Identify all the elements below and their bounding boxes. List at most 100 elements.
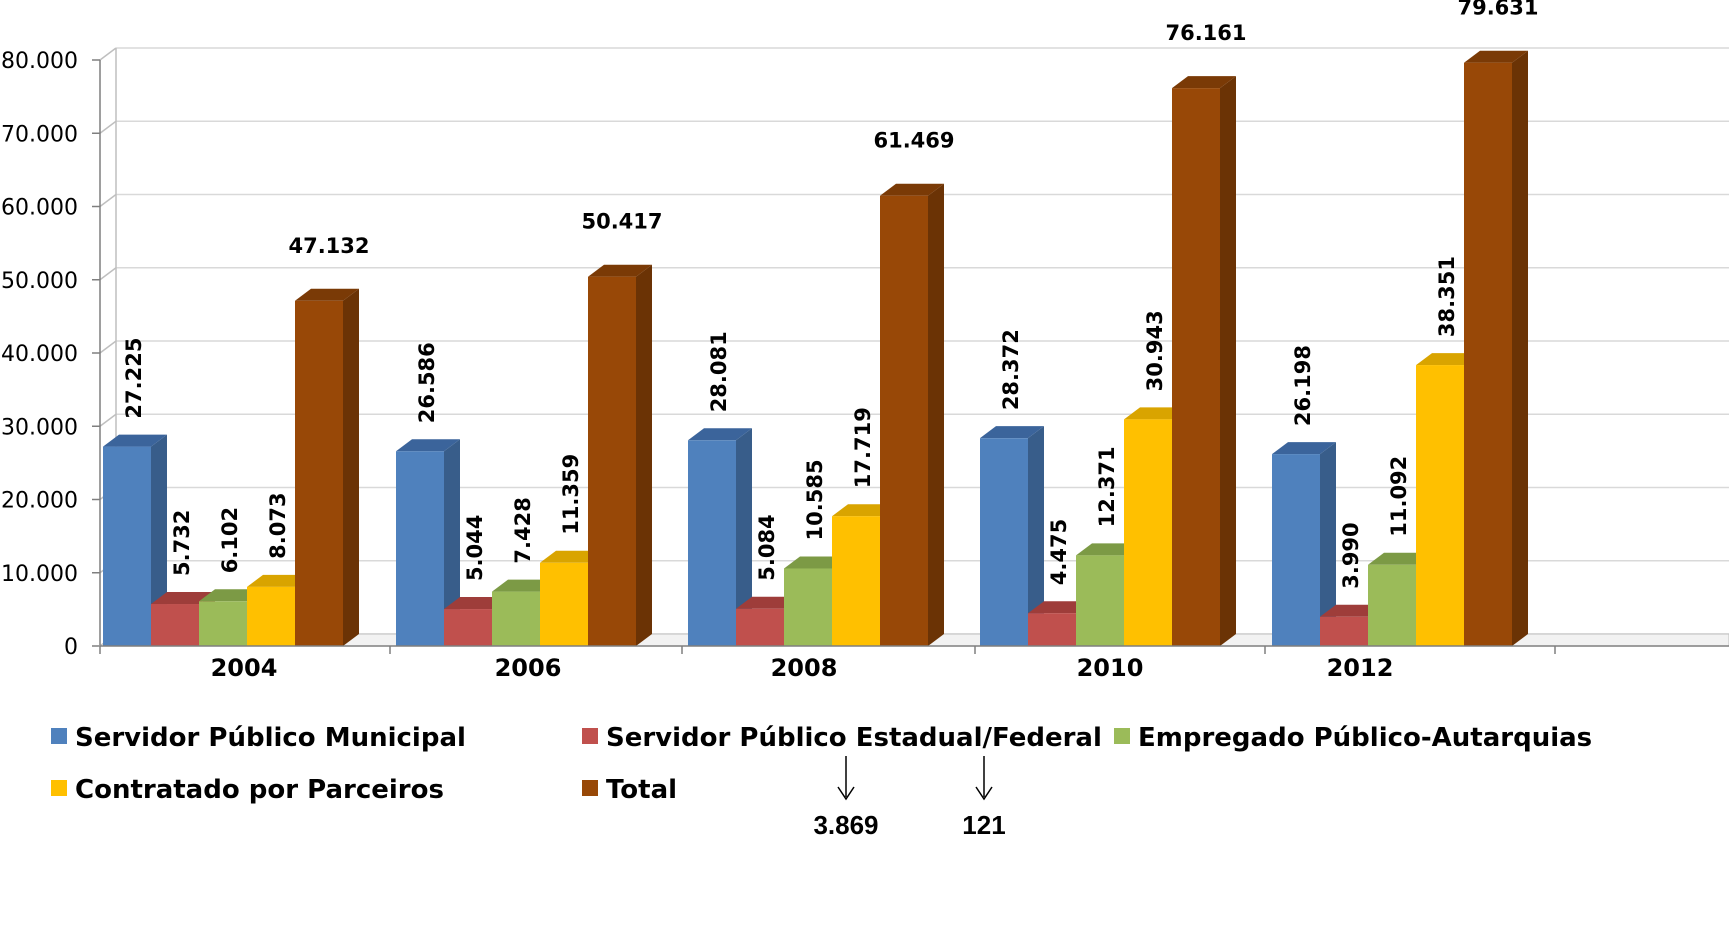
bar-side	[736, 428, 752, 646]
data-label: 5.732	[170, 510, 194, 576]
data-label: 11.359	[559, 454, 583, 535]
data-label: 26.586	[415, 342, 439, 423]
y-tick-label: 0	[64, 635, 78, 660]
bar	[832, 516, 880, 646]
bar	[103, 446, 151, 646]
data-label: 30.943	[1143, 310, 1167, 391]
data-label: 17.719	[851, 407, 875, 488]
data-label: 76.161	[1165, 21, 1246, 45]
y-tick-label: 70.000	[1, 122, 78, 147]
bar-top	[295, 288, 359, 301]
annotation-label: 121	[962, 810, 1005, 840]
bar-top	[880, 183, 944, 196]
bar-top	[1172, 76, 1236, 89]
bar-top	[396, 439, 460, 452]
bar	[688, 440, 736, 646]
y-tick-label: 40.000	[1, 342, 78, 367]
y-tick-label: 80.000	[1, 49, 78, 74]
y-tick-label: 30.000	[1, 415, 78, 440]
annotation-label: 3.869	[813, 810, 878, 840]
bar	[1172, 88, 1220, 647]
data-label: 28.372	[999, 329, 1023, 410]
bar	[199, 601, 247, 646]
legend-label: Servidor Público Municipal	[75, 723, 466, 753]
data-label: 26.198	[1291, 345, 1315, 426]
x-tick-label: 2008	[771, 654, 838, 682]
bar-top	[980, 426, 1044, 439]
bar	[784, 568, 832, 646]
bar-side	[1320, 442, 1336, 646]
legend-label: Empregado Público-Autarquias	[1138, 723, 1592, 753]
bar-side	[444, 439, 460, 646]
gridline-connector	[99, 267, 117, 281]
data-label: 27.225	[122, 338, 146, 419]
bar-top	[151, 592, 215, 605]
data-label: 12.371	[1095, 446, 1119, 527]
x-tick-label: 2010	[1077, 654, 1144, 682]
bar-side	[151, 434, 167, 646]
y-tick-label: 10.000	[1, 562, 78, 587]
y-tick-label: 60.000	[1, 196, 78, 221]
bar	[1028, 613, 1076, 646]
x-tick-label: 2012	[1327, 654, 1394, 682]
legend-swatch	[582, 728, 598, 744]
bar	[247, 586, 295, 646]
gridline-connector	[99, 120, 117, 134]
bar	[1464, 62, 1512, 646]
bar-top	[1272, 442, 1336, 455]
legend-label: Contratado por Parceiros	[75, 775, 444, 805]
data-label: 3.990	[1339, 522, 1363, 588]
bar	[1076, 555, 1124, 646]
data-label: 11.092	[1387, 456, 1411, 537]
bar-side	[343, 288, 359, 646]
bar	[1124, 419, 1172, 646]
legend-swatch	[582, 780, 598, 796]
y-tick-label: 20.000	[1, 489, 78, 514]
bar	[1368, 564, 1416, 646]
bar	[588, 276, 636, 646]
legend-label: Servidor Público Estadual/Federal	[606, 723, 1102, 753]
legend-label: Total	[606, 775, 677, 805]
bar	[540, 562, 588, 646]
bar-top	[103, 434, 167, 447]
data-label: 4.475	[1047, 519, 1071, 585]
data-label: 5.084	[755, 514, 779, 580]
bar	[1272, 454, 1320, 646]
bar-side	[928, 183, 944, 647]
data-label: 38.351	[1435, 256, 1459, 337]
data-label: 28.081	[707, 331, 731, 412]
gridline-connector	[99, 413, 117, 427]
data-label: 79.631	[1457, 0, 1538, 20]
data-label: 61.469	[873, 129, 954, 153]
bar-side	[1512, 50, 1528, 646]
bar-side	[1220, 76, 1236, 647]
bar	[151, 604, 199, 646]
data-label: 8.073	[266, 492, 290, 558]
data-label: 50.417	[581, 210, 662, 234]
legend-swatch	[1114, 728, 1130, 744]
legend-swatch	[51, 728, 67, 744]
bar	[1416, 365, 1464, 646]
bar-top	[1464, 50, 1528, 63]
x-tick-label: 2006	[495, 654, 562, 682]
bar	[295, 300, 343, 646]
bar-top	[588, 264, 652, 277]
y-tick-label: 50.000	[1, 269, 78, 294]
gridline-connector	[99, 193, 117, 208]
annotation-arrowhead	[837, 786, 855, 801]
bar	[980, 438, 1028, 646]
bar-top	[688, 428, 752, 441]
data-label: 47.132	[288, 234, 369, 258]
bar	[396, 451, 444, 646]
gridline-connector	[99, 47, 117, 61]
data-label: 7.428	[511, 497, 535, 563]
data-label: 5.044	[463, 515, 487, 581]
legend-swatch	[51, 780, 67, 796]
x-tick-label: 2004	[211, 654, 278, 682]
gridline-connector	[99, 340, 117, 354]
data-label: 10.585	[803, 459, 827, 540]
bar	[1320, 616, 1368, 646]
bar-side	[1028, 426, 1044, 646]
